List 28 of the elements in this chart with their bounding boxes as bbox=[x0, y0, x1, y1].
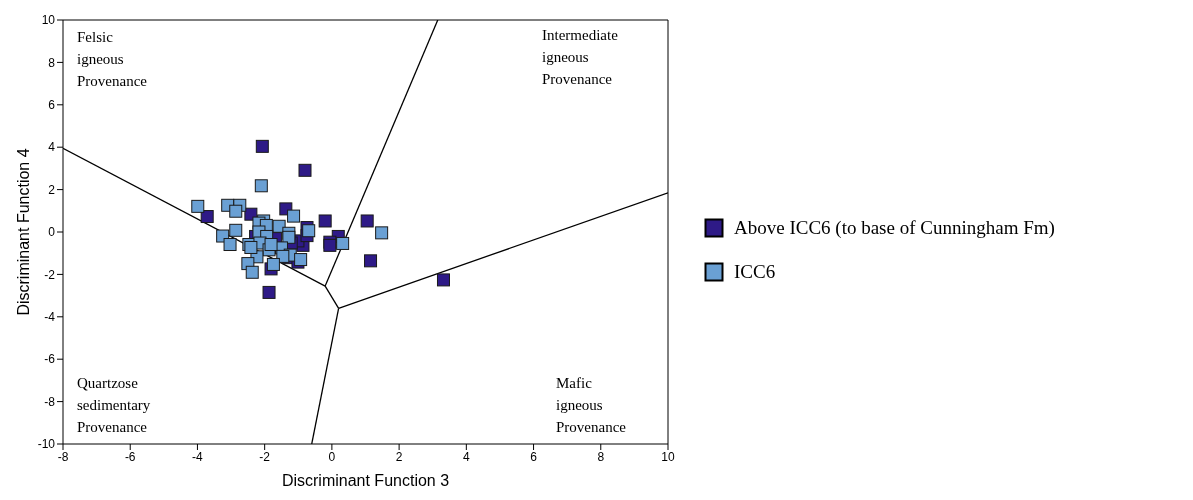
x-tick-label: -2 bbox=[259, 449, 271, 464]
y-tick-label: -10 bbox=[37, 437, 56, 452]
annotation: Felsic igneous Provenance bbox=[77, 28, 147, 91]
x-axis-title: Discriminant Function 3 bbox=[281, 472, 450, 489]
x-tick-label: 6 bbox=[530, 449, 538, 464]
y-tick-label: -8 bbox=[44, 394, 56, 409]
x-tick-label: 10 bbox=[661, 449, 675, 464]
x-tick-label: -4 bbox=[192, 449, 204, 464]
annotation: Mafic igneous Provenance bbox=[556, 374, 626, 437]
y-tick-label: -2 bbox=[44, 267, 56, 282]
annotation: Intermediate igneous Provenance bbox=[542, 26, 618, 89]
y-tick-label: 6 bbox=[48, 98, 56, 113]
y-tick-label: 0 bbox=[48, 225, 56, 240]
x-tick-label: 2 bbox=[395, 449, 403, 464]
y-tick-label: 8 bbox=[48, 55, 56, 70]
annotation: Quartzose sedimentary Provenance bbox=[77, 374, 151, 437]
y-tick-label: 4 bbox=[48, 140, 56, 155]
legend-label: ICC6 bbox=[734, 261, 776, 283]
x-tick-label: -6 bbox=[124, 449, 136, 464]
y-tick-label: 2 bbox=[48, 182, 56, 197]
y-tick-label: -6 bbox=[44, 352, 56, 367]
y-tick-label: -4 bbox=[44, 310, 56, 325]
x-tick-label: 8 bbox=[597, 449, 605, 464]
y-tick-label: 10 bbox=[41, 13, 56, 28]
x-tick-label: 4 bbox=[462, 449, 470, 464]
y-axis-title: Discriminant Function 4 bbox=[14, 148, 32, 316]
legend-label: Above ICC6 (to base of Cunningham Fm) bbox=[734, 217, 1055, 239]
x-tick-label: 0 bbox=[328, 449, 336, 464]
